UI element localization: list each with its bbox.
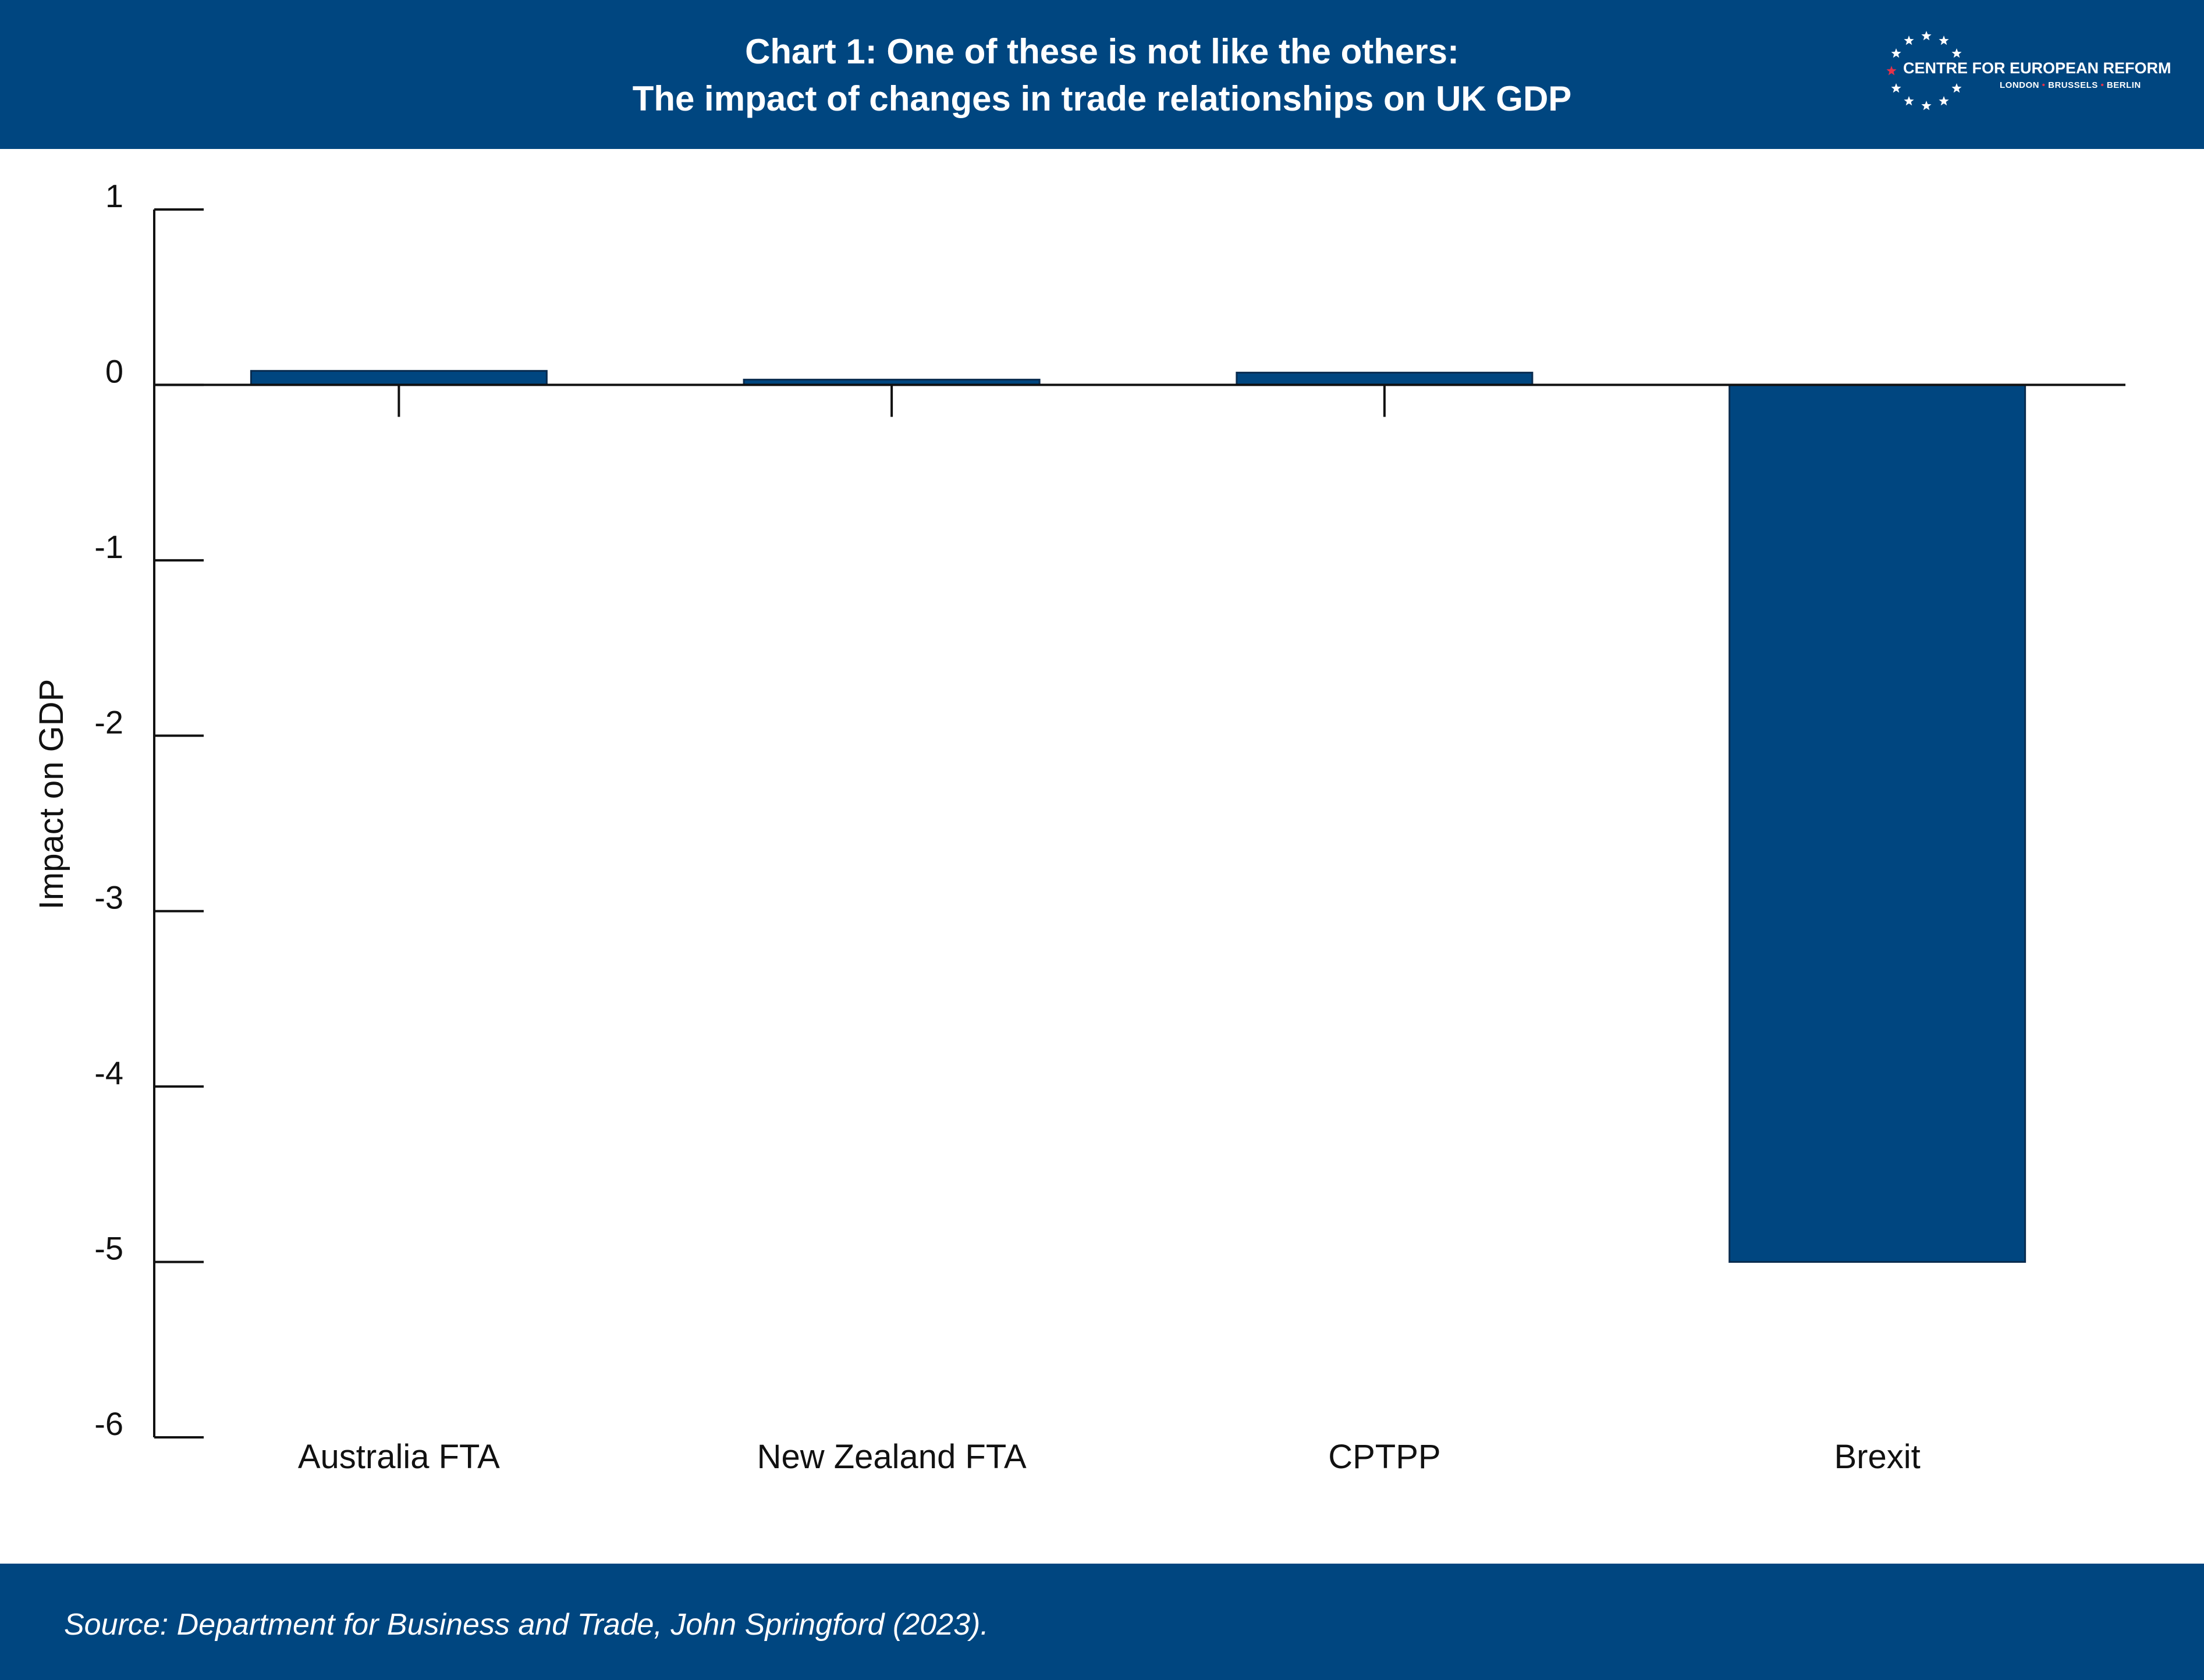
x-category-label: Brexit (1834, 1438, 1920, 1476)
bar-chart: 1 0 -1 -2 -3 -4 -5 -6 Impact on GDP Australia FTA… (33, 177, 2125, 1476)
logo-star (1921, 101, 1932, 111)
footer-band (0, 1564, 2204, 1680)
logo-star (1891, 83, 1901, 93)
logo-star (1921, 31, 1932, 41)
logo-star (1904, 35, 1914, 45)
bar (250, 370, 548, 386)
y-tick-label: 0 (105, 353, 123, 389)
logo-star (1939, 35, 1949, 45)
bar (1236, 371, 1534, 386)
bar (1729, 383, 2026, 1263)
eu-stars-icon (1886, 31, 1962, 111)
y-tick-label: -5 (94, 1230, 123, 1267)
logo-city-berlin: BERLIN (2106, 80, 2141, 90)
y-tick-label: -1 (94, 528, 123, 565)
logo-star (1951, 48, 1962, 58)
logo-star (1891, 48, 1901, 58)
logo-star (1951, 83, 1962, 93)
y-tick-label: -2 (94, 704, 123, 740)
logo-city-separator: • (2100, 80, 2104, 90)
y-axis-title: Impact on GDP (33, 679, 70, 910)
y-tick-label: -6 (94, 1405, 123, 1442)
x-category-label: New Zealand FTA (757, 1438, 1027, 1476)
logo-cities: LONDON • BRUSSELS • BERLIN (2000, 80, 2141, 90)
logo-star (1886, 66, 1897, 76)
x-category-label: Australia FTA (298, 1438, 500, 1476)
header-band (0, 0, 2204, 149)
logo-star (1904, 96, 1914, 106)
y-tick-label: -3 (94, 879, 123, 916)
logo-name: CENTRE FOR EUROPEAN REFORM (1903, 59, 2171, 77)
logo-city-separator: • (2042, 80, 2046, 90)
chart-title-line-2: The impact of changes in trade relations… (632, 79, 1572, 118)
logo-city-london: LONDON (2000, 80, 2039, 90)
chart-title: Chart 1: One of these is not like the ot… (0, 28, 2204, 122)
chart-title-line-1: Chart 1: One of these is not like the ot… (745, 32, 1459, 71)
y-tick-label: 1 (105, 177, 123, 214)
y-tick-label: -4 (94, 1054, 123, 1091)
logo-city-brussels: BRUSSELS (2048, 80, 2098, 90)
x-category-label: CPTPP (1328, 1438, 1440, 1476)
source-note: Source: Department for Business and Trad… (64, 1608, 989, 1642)
logo-star (1939, 96, 1949, 106)
